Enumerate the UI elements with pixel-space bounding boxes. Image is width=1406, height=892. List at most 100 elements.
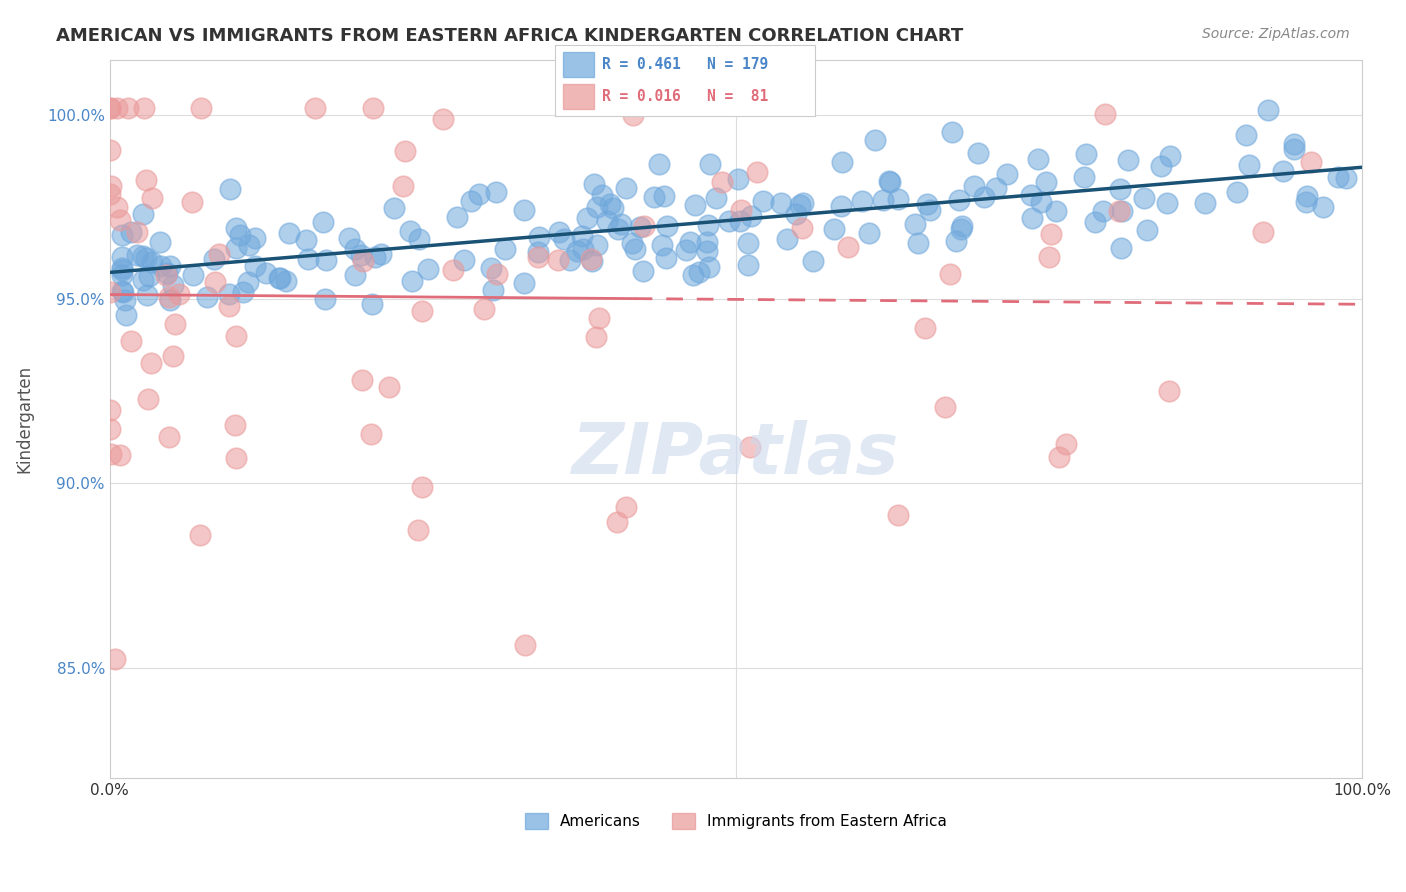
Point [1253, 225, 1275, 239]
Point [682, 268, 704, 283]
Point [225, 329, 247, 343]
Point [360, 427, 382, 442]
Bar [564, 84, 595, 109]
Point [699, 157, 721, 171]
Point [1132, 191, 1154, 205]
Point [945, 234, 967, 248]
Point [411, 304, 433, 318]
Point [571, 228, 593, 243]
Point [697, 218, 720, 232]
Point [648, 157, 671, 171]
Point [378, 380, 401, 394]
Point [135, 173, 157, 187]
Point [934, 401, 956, 415]
Point [599, 197, 621, 211]
Point [105, 200, 128, 214]
Point [581, 252, 603, 266]
Point [914, 321, 936, 335]
Point [1029, 194, 1052, 209]
Point [132, 249, 155, 263]
Point [792, 195, 814, 210]
Point [111, 227, 134, 242]
Point [190, 101, 212, 115]
Point [1237, 158, 1260, 172]
Point [995, 167, 1018, 181]
Point [312, 215, 335, 229]
Point [1284, 142, 1306, 156]
Point [460, 194, 482, 209]
Point [513, 638, 536, 652]
Point [949, 221, 972, 235]
Point [628, 220, 651, 235]
Point [596, 214, 619, 228]
Point [614, 181, 637, 195]
Text: Source: ZipAtlas.com: Source: ZipAtlas.com [1202, 27, 1350, 41]
Point [468, 187, 491, 202]
Point [572, 242, 595, 256]
Point [567, 244, 589, 258]
Point [243, 231, 266, 245]
Point [858, 227, 880, 241]
Point [1108, 204, 1130, 219]
Point [111, 284, 134, 298]
Text: R = 0.461   N = 179: R = 0.461 N = 179 [602, 57, 769, 72]
Point [155, 268, 177, 282]
Point [652, 189, 675, 203]
Point [1091, 203, 1114, 218]
Point [887, 508, 910, 522]
Point [918, 203, 941, 218]
Point [100, 187, 122, 202]
Point [254, 266, 277, 280]
Point [218, 182, 240, 196]
Point [162, 278, 184, 293]
Point [350, 373, 373, 387]
Point [392, 178, 415, 193]
Point [104, 652, 127, 666]
Point [683, 197, 706, 211]
Point [606, 222, 628, 236]
Point [416, 261, 439, 276]
Point [156, 266, 179, 280]
Point [1111, 203, 1133, 218]
Point [114, 293, 136, 307]
Point [513, 277, 536, 291]
Point [586, 238, 609, 252]
Point [610, 217, 633, 231]
Point [907, 235, 929, 250]
Point [98, 422, 121, 436]
Point [824, 222, 846, 236]
Point [274, 273, 297, 287]
Point [547, 226, 569, 240]
Point [441, 263, 464, 277]
Point [769, 196, 792, 211]
Point [494, 242, 516, 256]
Point [453, 253, 475, 268]
Point [315, 252, 337, 267]
Point [432, 112, 454, 127]
Point [111, 268, 134, 282]
Point [513, 202, 536, 217]
Point [1045, 204, 1067, 219]
Point [585, 200, 607, 214]
Point [697, 260, 720, 274]
Point [966, 145, 988, 160]
Point [801, 253, 824, 268]
Point [225, 241, 247, 255]
Point [149, 235, 172, 249]
Text: ZIPatlas: ZIPatlas [572, 420, 900, 490]
Point [553, 232, 575, 246]
Point [111, 250, 134, 264]
Point [105, 101, 128, 115]
Point [157, 430, 180, 444]
Point [1226, 185, 1249, 199]
Point [877, 174, 900, 188]
Point [188, 528, 211, 542]
Point [162, 349, 184, 363]
Point [710, 175, 733, 189]
Point [973, 190, 995, 204]
Point [224, 417, 246, 432]
Point [872, 193, 894, 207]
Point [352, 254, 374, 268]
Point [1026, 152, 1049, 166]
Point [304, 101, 326, 115]
